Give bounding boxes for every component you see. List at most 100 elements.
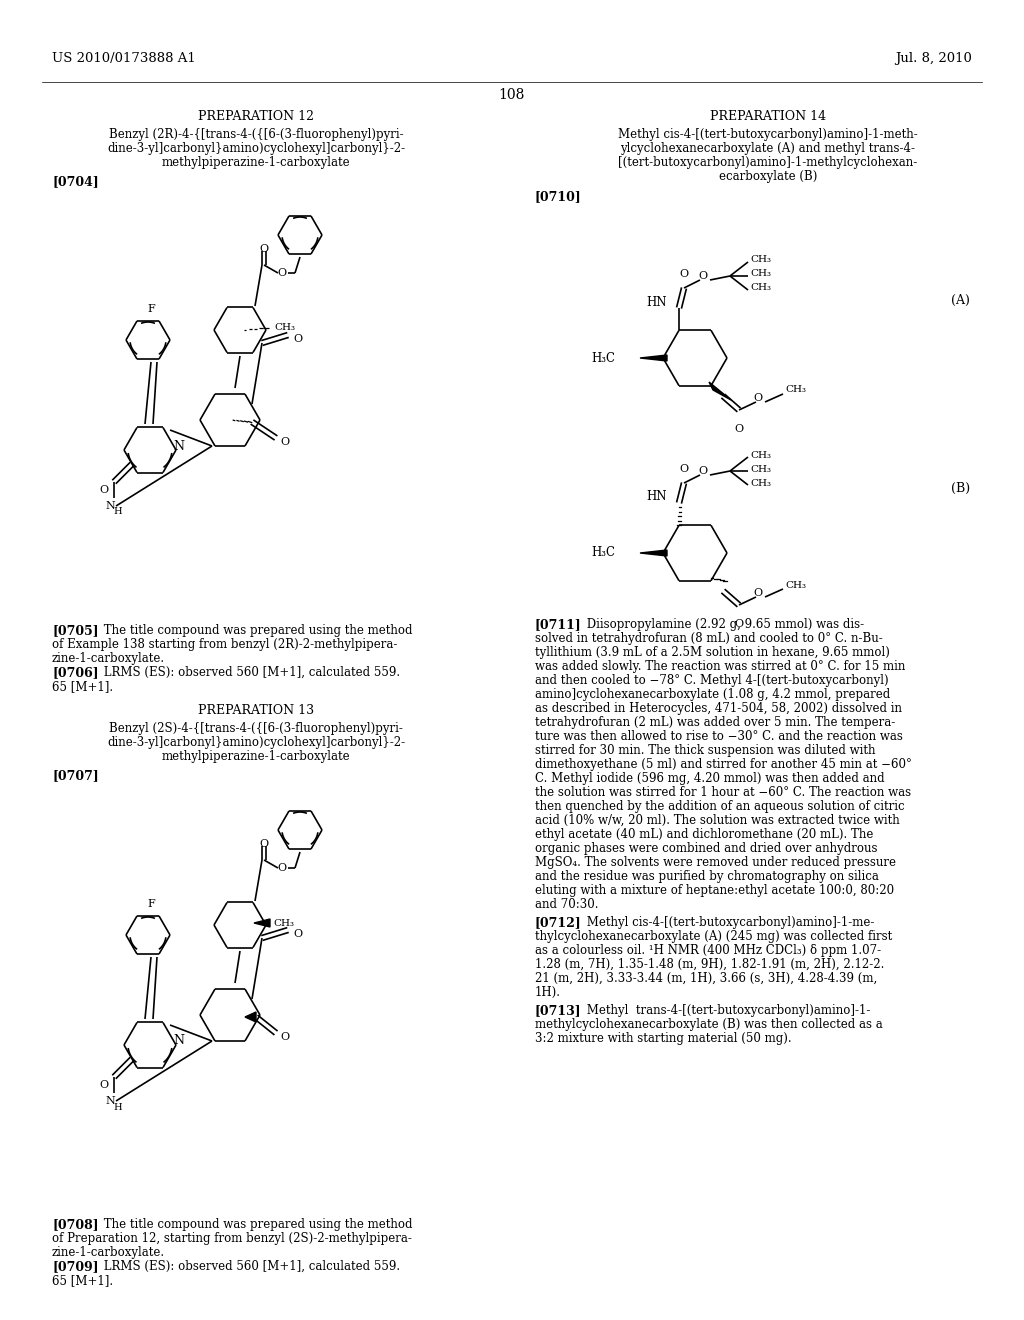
Text: 65 [M+1].: 65 [M+1]. (52, 680, 113, 693)
Text: PREPARATION 12: PREPARATION 12 (198, 110, 314, 123)
Text: [0711]: [0711] (535, 618, 582, 631)
Text: methylpiperazine-1-carboxylate: methylpiperazine-1-carboxylate (162, 750, 350, 763)
Text: The title compound was prepared using the method: The title compound was prepared using th… (100, 1218, 413, 1232)
Text: was added slowly. The reaction was stirred at 0° C. for 15 min: was added slowly. The reaction was stirr… (535, 660, 905, 673)
Text: ylcyclohexanecarboxylate (A) and methyl trans-4-: ylcyclohexanecarboxylate (A) and methyl … (621, 143, 915, 154)
Text: methylcyclohexanecarboxylate (B) was then collected as a: methylcyclohexanecarboxylate (B) was the… (535, 1018, 883, 1031)
Text: N: N (105, 1096, 115, 1106)
Text: 65 [M+1].: 65 [M+1]. (52, 1274, 113, 1287)
Text: [0709]: [0709] (52, 1261, 98, 1272)
Text: and 70:30.: and 70:30. (535, 898, 598, 911)
Text: 21 (m, 2H), 3.33-3.44 (m, 1H), 3.66 (s, 3H), 4.28-4.39 (m,: 21 (m, 2H), 3.33-3.44 (m, 1H), 3.66 (s, … (535, 972, 878, 985)
Text: stirred for 30 min. The thick suspension was diluted with: stirred for 30 min. The thick suspension… (535, 744, 876, 756)
Text: 3:2 mixture with starting material (50 mg).: 3:2 mixture with starting material (50 m… (535, 1032, 792, 1045)
Text: Methyl  trans-4-[(tert-butoxycarbonyl)amino]-1-: Methyl trans-4-[(tert-butoxycarbonyl)ami… (583, 1005, 870, 1016)
Text: PREPARATION 14: PREPARATION 14 (710, 110, 826, 123)
Text: O: O (99, 484, 109, 495)
Text: (B): (B) (951, 482, 970, 495)
Text: CH₃: CH₃ (750, 479, 771, 487)
Text: [0704]: [0704] (52, 176, 98, 187)
Text: solved in tetrahydrofuran (8 mL) and cooled to 0° C. n-Bu-: solved in tetrahydrofuran (8 mL) and coo… (535, 632, 883, 645)
Text: [0707]: [0707] (52, 770, 98, 781)
Text: then quenched by the addition of an aqueous solution of citric: then quenched by the addition of an aque… (535, 800, 904, 813)
Text: as a colourless oil. ¹H NMR (400 MHz CDCl₃) δ ppm 1.07-: as a colourless oil. ¹H NMR (400 MHz CDC… (535, 944, 881, 957)
Text: Methyl cis-4-[(tert-butoxycarbonyl)amino]-1-me-: Methyl cis-4-[(tert-butoxycarbonyl)amino… (583, 916, 874, 929)
Text: 1H).: 1H). (535, 986, 561, 999)
Text: O: O (278, 268, 287, 279)
Text: [(tert-butoxycarbonyl)amino]-1-methylcyclohexan-: [(tert-butoxycarbonyl)amino]-1-methylcyc… (618, 156, 918, 169)
Text: Methyl cis-4-[(tert-butoxycarbonyl)amino]-1-meth-: Methyl cis-4-[(tert-butoxycarbonyl)amino… (618, 128, 918, 141)
Text: [0712]: [0712] (535, 916, 582, 929)
Text: F: F (147, 304, 155, 314)
Text: CH₃: CH₃ (750, 450, 771, 459)
Text: amino]cyclohexanecarboxylate (1.08 g, 4.2 mmol, prepared: amino]cyclohexanecarboxylate (1.08 g, 4.… (535, 688, 890, 701)
Text: LRMS (ES): observed 560 [M+1], calculated 559.: LRMS (ES): observed 560 [M+1], calculate… (100, 1261, 400, 1272)
Text: O: O (754, 393, 763, 403)
Text: O: O (280, 437, 289, 447)
Text: CH₃: CH₃ (785, 581, 806, 590)
Text: O: O (734, 424, 743, 434)
Polygon shape (254, 919, 270, 927)
Text: of Preparation 12, starting from benzyl (2S)-2-methylpipera-: of Preparation 12, starting from benzyl … (52, 1232, 412, 1245)
Text: acid (10% w/w, 20 ml). The solution was extracted twice with: acid (10% w/w, 20 ml). The solution was … (535, 814, 900, 828)
Text: [0713]: [0713] (535, 1005, 582, 1016)
Text: Diisopropylamine (2.92 g, 9.65 mmol) was dis-: Diisopropylamine (2.92 g, 9.65 mmol) was… (583, 618, 864, 631)
Polygon shape (709, 381, 731, 400)
Text: CH₃: CH₃ (750, 269, 771, 279)
Text: H: H (114, 1102, 122, 1111)
Text: PREPARATION 13: PREPARATION 13 (198, 704, 314, 717)
Text: C. Methyl iodide (596 mg, 4.20 mmol) was then added and: C. Methyl iodide (596 mg, 4.20 mmol) was… (535, 772, 885, 785)
Text: dimethoxyethane (5 ml) and stirred for another 45 min at −60°: dimethoxyethane (5 ml) and stirred for a… (535, 758, 912, 771)
Text: ture was then allowed to rise to −30° C. and the reaction was: ture was then allowed to rise to −30° C.… (535, 730, 903, 743)
Text: as described in Heterocycles, 471-504, 58, 2002) dissolved in: as described in Heterocycles, 471-504, 5… (535, 702, 902, 715)
Text: CH₃: CH₃ (750, 284, 771, 293)
Text: dine-3-yl]carbonyl}amino)cyclohexyl]carbonyl}-2-: dine-3-yl]carbonyl}amino)cyclohexyl]carb… (106, 737, 406, 748)
Text: Benzyl (2R)-4-{[trans-4-({[6-(3-fluorophenyl)pyri-: Benzyl (2R)-4-{[trans-4-({[6-(3-fluoroph… (109, 128, 403, 141)
Text: and the residue was purified by chromatography on silica: and the residue was purified by chromato… (535, 870, 879, 883)
Text: MgSO₄. The solvents were removed under reduced pressure: MgSO₄. The solvents were removed under r… (535, 855, 896, 869)
Text: N: N (173, 1035, 184, 1048)
Text: O: O (259, 244, 268, 253)
Text: O: O (680, 269, 688, 279)
Text: O: O (698, 466, 708, 477)
Text: US 2010/0173888 A1: US 2010/0173888 A1 (52, 51, 196, 65)
Text: CH₃: CH₃ (785, 385, 806, 395)
Text: O: O (754, 587, 763, 598)
Text: O: O (293, 334, 302, 345)
Polygon shape (640, 550, 667, 556)
Text: CH₃: CH₃ (750, 465, 771, 474)
Text: [0705]: [0705] (52, 624, 98, 638)
Text: O: O (259, 840, 268, 849)
Text: the solution was stirred for 1 hour at −60° C. The reaction was: the solution was stirred for 1 hour at −… (535, 785, 911, 799)
Text: (A): (A) (951, 293, 970, 306)
Text: [0708]: [0708] (52, 1218, 98, 1232)
Text: O: O (99, 1080, 109, 1090)
Text: CH₃: CH₃ (273, 919, 294, 928)
Text: zine-1-carboxylate.: zine-1-carboxylate. (52, 652, 165, 665)
Text: zine-1-carboxylate.: zine-1-carboxylate. (52, 1246, 165, 1259)
Text: LRMS (ES): observed 560 [M+1], calculated 559.: LRMS (ES): observed 560 [M+1], calculate… (100, 667, 400, 678)
Text: Benzyl (2S)-4-{[trans-4-({[6-(3-fluorophenyl)pyri-: Benzyl (2S)-4-{[trans-4-({[6-(3-fluoroph… (110, 722, 402, 735)
Text: tetrahydrofuran (2 mL) was added over 5 min. The tempera-: tetrahydrofuran (2 mL) was added over 5 … (535, 715, 895, 729)
Text: ecarboxylate (B): ecarboxylate (B) (719, 170, 817, 183)
Text: O: O (280, 1032, 289, 1041)
Text: N: N (173, 440, 184, 453)
Text: dine-3-yl]carbonyl}amino)cyclohexyl]carbonyl}-2-: dine-3-yl]carbonyl}amino)cyclohexyl]carb… (106, 143, 406, 154)
Text: methylpiperazine-1-carboxylate: methylpiperazine-1-carboxylate (162, 156, 350, 169)
Text: and then cooled to −78° C. Methyl 4-[(tert-butoxycarbonyl): and then cooled to −78° C. Methyl 4-[(te… (535, 675, 889, 686)
Text: [0706]: [0706] (52, 667, 98, 678)
Text: tyllithium (3.9 mL of a 2.5M solution in hexane, 9.65 mmol): tyllithium (3.9 mL of a 2.5M solution in… (535, 645, 890, 659)
Text: O: O (698, 271, 708, 281)
Text: O: O (293, 929, 302, 939)
Polygon shape (640, 355, 667, 360)
Text: O: O (278, 863, 287, 873)
Text: H₃C: H₃C (591, 546, 615, 560)
Text: ethyl acetate (40 mL) and dichloromethane (20 mL). The: ethyl acetate (40 mL) and dichloromethan… (535, 828, 873, 841)
Text: H: H (114, 507, 122, 516)
Text: 108: 108 (499, 88, 525, 102)
Text: eluting with a mixture of heptane:ethyl acetate 100:0, 80:20: eluting with a mixture of heptane:ethyl … (535, 884, 894, 898)
Text: [0710]: [0710] (535, 190, 582, 203)
Text: CH₃: CH₃ (750, 256, 771, 264)
Text: CH₃: CH₃ (274, 323, 295, 333)
Text: Jul. 8, 2010: Jul. 8, 2010 (895, 51, 972, 65)
